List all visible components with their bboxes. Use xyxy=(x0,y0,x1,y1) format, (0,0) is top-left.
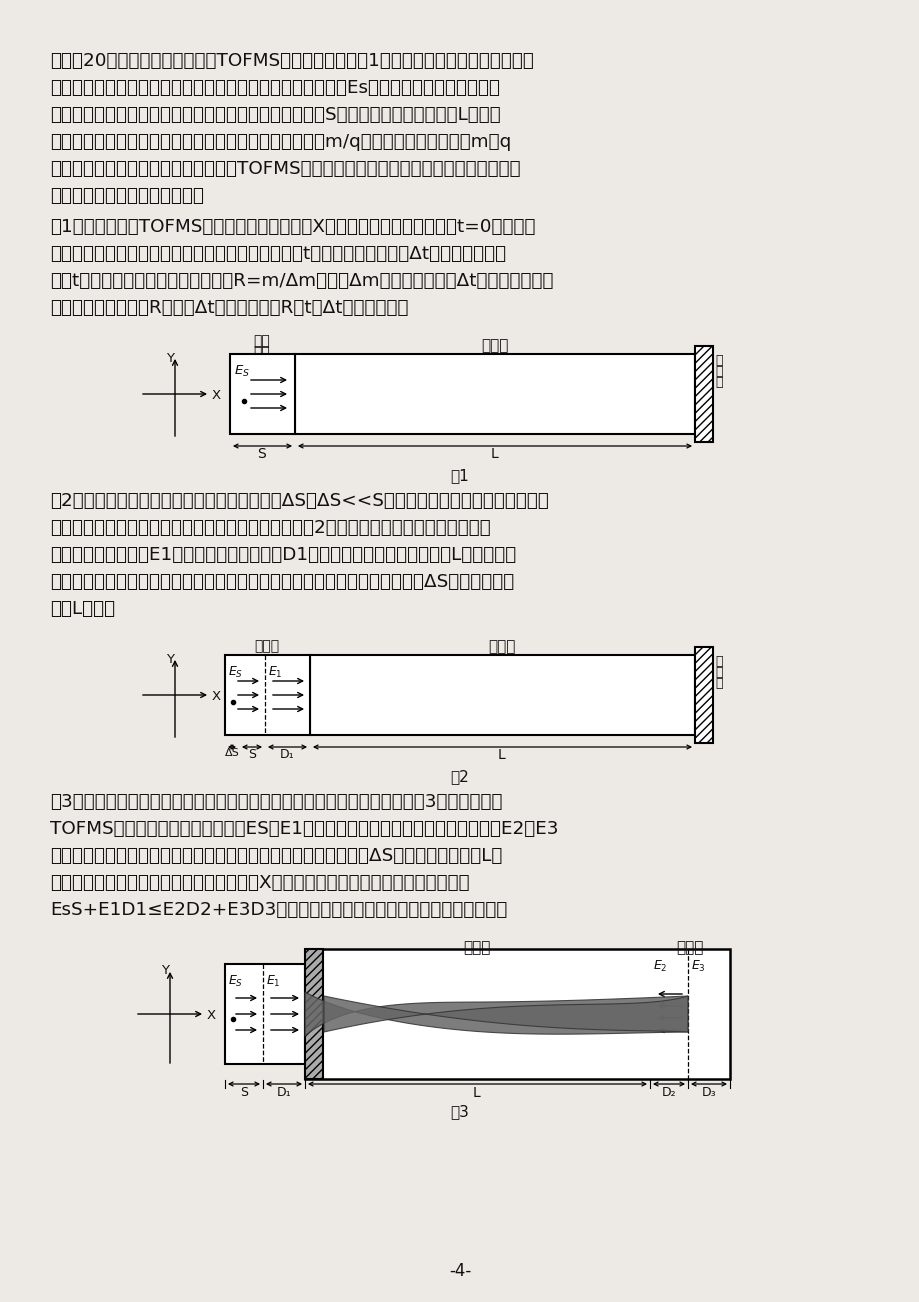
Text: 测: 测 xyxy=(714,365,721,378)
Polygon shape xyxy=(323,996,687,1032)
Text: 离子: 离子 xyxy=(254,335,270,348)
Text: 图1: 图1 xyxy=(450,467,469,483)
Polygon shape xyxy=(305,992,687,1036)
Bar xyxy=(230,354,295,434)
Bar xyxy=(305,949,729,1079)
Text: 质量。此种情形下，R完全由Δt决定，试推导R与t和Δt之间的关系。: 质量。此种情形下，R完全由Δt决定，试推导R与t和Δt之间的关系。 xyxy=(50,299,408,316)
Text: X: X xyxy=(207,1009,216,1022)
Text: S: S xyxy=(240,1086,248,1099)
Bar xyxy=(310,655,694,736)
Text: 初速度为零。探测器可以测定离子到达探测器的时刻t，其最小分辨时间为Δt（即探测器所测: 初速度为零。探测器可以测定离子到达探测器的时刻t，其最小分辨时间为Δt（即探测器… xyxy=(50,245,505,263)
Text: Y: Y xyxy=(165,654,174,667)
Text: 漂移区: 漂移区 xyxy=(481,339,508,353)
Text: X: X xyxy=(211,690,221,703)
Text: 离子源: 离子源 xyxy=(255,639,279,654)
Text: 探: 探 xyxy=(306,993,312,1004)
Text: 测: 测 xyxy=(306,1006,312,1016)
Text: 后引入第二加速电场E1，该电场区域的长度为D1。通过适当选择漂移区的长度L，可使同一: 后引入第二加速电场E1，该电场区域的长度为D1。通过适当选择漂移区的长度L，可使… xyxy=(50,546,516,564)
Text: 测: 测 xyxy=(714,667,721,680)
Text: EsS+E1D1≤E2D2+E3D3，以使所有离子飞行方向的反转都可以实现。）: EsS+E1D1≤E2D2+E3D3，以使所有离子飞行方向的反转都可以实现。） xyxy=(50,901,506,919)
Text: 试求L的值。: 试求L的值。 xyxy=(50,600,115,618)
Text: $E_S$: $E_S$ xyxy=(228,974,243,990)
Text: D₃: D₃ xyxy=(701,1086,716,1099)
Text: 漂移区: 漂移区 xyxy=(463,940,490,954)
Text: 时刻t的误差）。定义仪器的分辨率为R=m/Δm，其中Δm为最小分辨时间Δt对应的最小分辨: 时刻t的误差）。定义仪器的分辨率为R=m/Δm，其中Δm为最小分辨时间Δt对应的… xyxy=(50,272,553,290)
Text: （2）实际上，离子产生的位置也有微小的差别ΔS（ΔS<<S），这导致具有相同质荷比的离子: （2）实际上，离子产生的位置也有微小的差别ΔS（ΔS<<S），这导致具有相同质荷… xyxy=(50,492,549,510)
Bar xyxy=(225,655,310,736)
Text: 时刻在不同位置产生的质荷比相同的离子尽量同时到达探测器，以使分辨率受ΔS的影响最小，: 时刻在不同位置产生的质荷比相同的离子尽量同时到达探测器，以使分辨率受ΔS的影响最… xyxy=(50,573,514,591)
Text: $E_2$: $E_2$ xyxy=(652,960,667,974)
Text: 器: 器 xyxy=(714,677,721,690)
Text: （1）对于理想的TOFMS，不同离子在离子源区X轴方向同一位置、同一时刻t=0产生，且: （1）对于理想的TOFMS，不同离子在离子源区X轴方向同一位置、同一时刻t=0产… xyxy=(50,217,535,236)
Bar xyxy=(694,346,712,441)
Text: $E_1$: $E_1$ xyxy=(266,974,280,990)
Text: 反射器: 反射器 xyxy=(675,940,703,954)
Text: Y: Y xyxy=(165,352,174,365)
Text: 讨论或计算。忽略重力的影响。: 讨论或计算。忽略重力的影响。 xyxy=(50,187,204,204)
Text: Y: Y xyxy=(161,963,169,976)
Text: S: S xyxy=(257,447,267,461)
Text: $E_1$: $E_1$ xyxy=(267,665,282,680)
Text: L: L xyxy=(497,749,505,762)
Bar xyxy=(305,949,323,1079)
Text: 器: 器 xyxy=(714,376,721,389)
Text: 不能同时到达探测器，从而影响质谱仪的分辨率。如图2所示，引入双加速场，即在离子源: 不能同时到达探测器，从而影响质谱仪的分辨率。如图2所示，引入双加速场，即在离子源 xyxy=(50,519,490,536)
Text: $E_S$: $E_S$ xyxy=(228,665,243,680)
Text: 探: 探 xyxy=(714,354,721,367)
Text: ΔS: ΔS xyxy=(224,749,239,758)
Text: X: X xyxy=(211,389,221,402)
Text: -4-: -4- xyxy=(448,1262,471,1280)
Text: 分别表示离子的质量和电量。分辨率是TOFMS最重要的性能指标，本题将在不同情况下进行: 分别表示离子的质量和电量。分辨率是TOFMS最重要的性能指标，本题将在不同情况下… xyxy=(50,160,520,178)
Text: 探: 探 xyxy=(714,655,721,668)
Text: 组成。通过这两个电场对离子的飞行方向进行反转，以使分辨率受ΔS的影响最小，试求L的: 组成。通过这两个电场对离子的飞行方向进行反转，以使分辨率受ΔS的影响最小，试求L… xyxy=(50,848,502,865)
Text: 源区: 源区 xyxy=(254,345,270,359)
Text: L: L xyxy=(491,447,498,461)
Text: $E_S$: $E_S$ xyxy=(233,365,250,379)
Text: 记录离子到达探测器的时刻，可以把不同的离子按质荷比m/q的大小进行分离，这里m和q: 记录离子到达探测器的时刻，可以把不同的离子按质荷比m/q的大小进行分离，这里m和… xyxy=(50,133,511,151)
Text: 场），到达离子探测器。设离子在离子源区加速的距离为S，在漂移区漂移的距离为L。通过: 场），到达离子探测器。设离子在离子源区加速的距离为S，在漂移区漂移的距离为L。通… xyxy=(50,105,500,124)
Text: L: L xyxy=(472,1086,481,1100)
Text: TOFMS。这里，在二级加速电场（ES和E1）的基础上增加了反射器，它由两级电场E2和E3: TOFMS。这里，在二级加速电场（ES和E1）的基础上增加了反射器，它由两级电场… xyxy=(50,820,558,838)
Text: 值。为简化计算，假设离子的运动是平行于X方向的直线运动。（装置的各参数间满足: 值。为简化计算，假设离子的运动是平行于X方向的直线运动。（装置的各参数间满足 xyxy=(50,874,469,892)
Text: （3）为了进一步降低离子产生位置的离散性对分辨率的影响，通常采用如图3所示的反射式: （3）为了进一步降低离子产生位置的离散性对分辨率的影响，通常采用如图3所示的反射… xyxy=(50,793,502,811)
Text: D₁: D₁ xyxy=(279,749,294,760)
Text: D₁: D₁ xyxy=(277,1086,291,1099)
Text: 和探测器三部分组成。带正电的离子在离子源区形成后被电场Es加速，经过漂移区（真空无: 和探测器三部分组成。带正电的离子在离子源区形成后被电场Es加速，经过漂移区（真空… xyxy=(50,79,499,98)
Bar xyxy=(225,963,305,1064)
Text: D₂: D₂ xyxy=(661,1086,675,1099)
Text: 漂移区: 漂移区 xyxy=(488,639,516,654)
Text: $E_3$: $E_3$ xyxy=(690,960,705,974)
Text: 图3: 图3 xyxy=(450,1104,469,1118)
Text: 图2: 图2 xyxy=(450,769,469,784)
Text: 七、（20分）飞行时间质谱仪（TOFMS）的基本原理如图1所示，主要由离子源区、漂移区: 七、（20分）飞行时间质谱仪（TOFMS）的基本原理如图1所示，主要由离子源区、… xyxy=(50,52,533,70)
Text: 器: 器 xyxy=(306,1018,312,1029)
Text: S: S xyxy=(248,749,255,760)
Bar xyxy=(295,354,694,434)
Bar xyxy=(694,647,712,743)
